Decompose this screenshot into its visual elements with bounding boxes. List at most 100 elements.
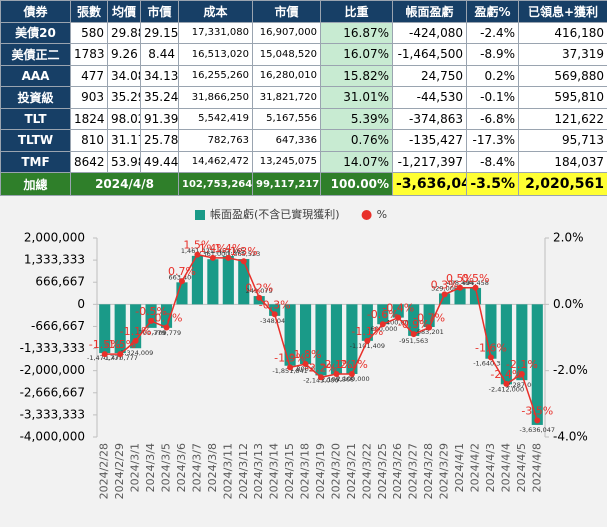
x-tick-label: 2024/3/26 xyxy=(391,443,404,499)
header-row: 債券 張數 均價 市價 成本 市價 比重 帳面盈虧 盈虧% 已領息+獲利 xyxy=(0,0,607,23)
bar-value-label: -1,851,841 xyxy=(272,367,307,375)
x-tick-label: 2024/4/5 xyxy=(515,443,528,492)
bar-value-label: -2,100,000 xyxy=(334,375,369,383)
table-cell: 16,255,260 xyxy=(178,64,253,87)
bar-value-label: 663,400 xyxy=(169,273,196,281)
bar xyxy=(516,304,528,381)
table-cell: 95,713 xyxy=(518,129,607,152)
bar-value-label: 1,457,165 xyxy=(212,247,245,255)
bar-value-label: 494,458 xyxy=(462,279,489,287)
x-tick-label: 2024/4/1 xyxy=(453,443,466,492)
line-value-label: -0.7% xyxy=(413,312,445,325)
table-cell: 1824 xyxy=(70,107,108,130)
header-cell: 成本 xyxy=(178,0,253,23)
table-cell: 17,331,080 xyxy=(178,21,253,44)
table-cell: 903 xyxy=(70,86,108,109)
line-marker xyxy=(302,361,309,368)
table-cell: 13,245,075 xyxy=(252,150,321,173)
bar-value-label: -400,000 xyxy=(384,319,413,327)
x-tick-label: 2024/4/2 xyxy=(468,443,481,492)
table-cell: 184,037 xyxy=(518,150,607,173)
line-value-label: -1.1% xyxy=(351,325,383,338)
bar xyxy=(377,304,389,325)
table-cell: 49.44 xyxy=(140,150,179,173)
line-value-label: 0.7% xyxy=(168,265,196,278)
x-tick-label: 2024/3/27 xyxy=(407,443,420,499)
header-cell: 張數 xyxy=(70,0,108,23)
table-cell: 16,907,000 xyxy=(252,21,321,44)
bar xyxy=(176,282,188,305)
table-cell: 8.44 xyxy=(140,43,179,66)
bar xyxy=(408,304,420,336)
bond-name: TLTW xyxy=(0,129,71,152)
x-tick-label: 2024/3/25 xyxy=(376,443,389,499)
total-cell: -3,636,047 xyxy=(392,172,467,196)
line-marker xyxy=(256,294,263,301)
table-row: 美債2058029.8829.1517,331,08016,907,00016.… xyxy=(0,21,607,44)
bar-value-label: 329,000 xyxy=(431,284,458,292)
table-cell: -0.1% xyxy=(466,86,519,109)
line-marker xyxy=(178,278,185,285)
chart: -4,000,000 -3,333,333 -2,666,667 -2,000,000… xyxy=(0,196,607,527)
y-tick-label: 2,000,000 xyxy=(24,231,85,245)
x-tick-label: 2024/3/11 xyxy=(221,443,234,499)
bar-value-label: -1,800,000 xyxy=(288,365,323,373)
line-value-label: -0.6% xyxy=(367,308,399,321)
bar-value-label: -3,636,047 xyxy=(520,426,555,434)
bar xyxy=(284,304,296,366)
table-cell: -424,080 xyxy=(392,21,467,44)
y-tick-label: -2,666,667 xyxy=(20,385,85,399)
line-value-label: -2.1% xyxy=(336,358,368,371)
x-tick-label: 2024/3/19 xyxy=(314,443,327,499)
bar-value-label: -348,047 xyxy=(260,317,289,325)
line-value-label: -1.1% xyxy=(120,325,152,338)
line-marker xyxy=(240,258,247,265)
table-cell: 16.87% xyxy=(320,21,393,44)
line-value-label: 1.4% xyxy=(199,242,227,255)
bar-value-label: -600,000 xyxy=(368,325,397,333)
x-tick-label: 2024/3/22 xyxy=(360,443,373,499)
bar-value-label: -683,201 xyxy=(415,328,444,336)
table-cell: 15.82% xyxy=(320,64,393,87)
bar xyxy=(361,304,373,341)
line-value-label: -1.5% xyxy=(89,338,121,351)
table-cell: 8642 xyxy=(70,150,108,173)
bar-value-label: -2,109,868 xyxy=(319,375,354,383)
y2-tick-label: 2.0% xyxy=(553,231,584,245)
table-cell: 0.2% xyxy=(466,64,519,87)
table-cell: -44,530 xyxy=(392,86,467,109)
bar xyxy=(160,304,173,328)
bar-value-label: -1,470,777 xyxy=(102,354,137,362)
table-cell: 34.13 xyxy=(140,64,179,87)
line-value-label: -0.5% xyxy=(135,305,167,318)
table-cell: 53.98 xyxy=(107,150,141,173)
table-cell: 782,763 xyxy=(178,129,253,152)
total-cell: 加總 xyxy=(0,172,71,196)
bar xyxy=(114,304,126,354)
line-value-label: 1.3% xyxy=(230,245,258,258)
table-cell: -8.4% xyxy=(466,150,519,173)
table-cell: 29.88 xyxy=(107,21,141,44)
line-value-label: -2.1% xyxy=(320,358,352,371)
line-marker xyxy=(410,331,417,338)
bar-value-label: -1,324,009 xyxy=(118,349,153,357)
table-cell: 31.01% xyxy=(320,86,393,109)
bond-name: 投資級 xyxy=(0,86,71,109)
bar xyxy=(269,304,281,316)
y-tick-label: 1,333,333 xyxy=(24,253,85,267)
line-value-label: -2.1% xyxy=(506,358,538,371)
legend-marker xyxy=(195,210,205,220)
bar-value-label: 1,361,000 xyxy=(196,250,229,258)
bar-value-label: -2,287,000 xyxy=(504,381,539,389)
table-cell: 35.24 xyxy=(140,86,179,109)
header-cell: 市價 xyxy=(140,0,179,23)
bar xyxy=(191,255,203,305)
line-marker xyxy=(101,351,108,358)
table-cell: 24,750 xyxy=(392,64,467,87)
y-tick-label: 0 xyxy=(77,297,85,311)
header-cell: 債券 xyxy=(0,0,71,23)
line-marker xyxy=(148,317,155,324)
table-cell: 5,542,419 xyxy=(178,107,253,130)
bar xyxy=(454,287,466,305)
total-cell: 102,753,264 xyxy=(178,172,253,196)
